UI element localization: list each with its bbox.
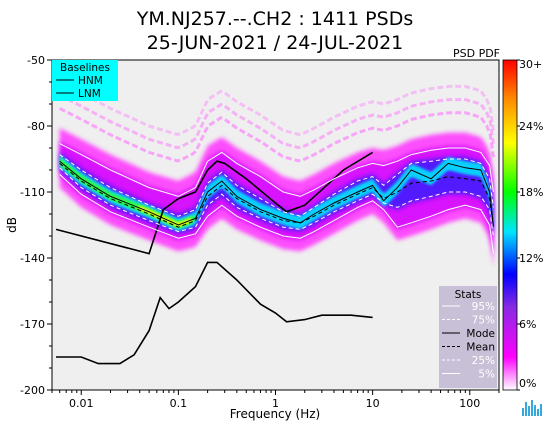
stats-legend-label: Mean [466, 342, 495, 354]
stats-legend-box [439, 286, 497, 388]
density-streak-2 [59, 80, 495, 137]
hnm-legend-label: HNM [78, 75, 103, 87]
series-line-5pct [59, 174, 494, 254]
stats-legend-label: 25% [472, 355, 495, 367]
colorbar-label: 0% [519, 377, 536, 390]
stats-legend-label: 75% [472, 315, 495, 327]
colorbar-label: 12% [519, 252, 543, 265]
series-lines [55, 143, 494, 365]
series-line-hnm [55, 151, 374, 255]
x-tick-label: 100 [459, 397, 480, 410]
series-line-25pct [59, 167, 494, 237]
y-tick-label: -80 [27, 120, 45, 133]
x-axis-label: Frequency (Hz) [230, 407, 321, 421]
x-tick-label: 10 [366, 397, 380, 410]
y-tick-label: -200 [20, 384, 45, 397]
density-streak-0 [59, 107, 495, 163]
stats-legend-label: Mode [466, 328, 495, 340]
colorbar-gradient [502, 59, 518, 391]
waveform-logo [522, 400, 542, 416]
baselines-legend: Baselines HNM LNM [52, 60, 118, 101]
chart-title-line1: YM.NJ257.--.CH2 : 1411 PSDs [136, 8, 413, 30]
y-axis: -50 -80 -110 -140 -170 -200 [20, 54, 52, 397]
lnm-legend-label: LNM [78, 88, 101, 100]
colorbar-label: 18% [519, 186, 543, 199]
colorbar-label: 24% [519, 120, 543, 133]
x-tick-label: 1 [272, 397, 279, 410]
x-tick-label: 0.1 [170, 397, 188, 410]
series-line-95pct [59, 143, 494, 197]
y-tick-label: -110 [20, 186, 45, 199]
y-axis-label: dB [5, 217, 19, 233]
colorbar-label: 30+ [519, 58, 542, 71]
chart-title-line2: 25-JUN-2021 / 24-JUL-2021 [147, 32, 404, 54]
series-line-mean [59, 163, 494, 228]
series-line-lnm [56, 261, 373, 365]
density-streak-1 [59, 93, 495, 150]
chart-subtitle: PSD PDF [453, 47, 500, 60]
y-tick-label: -140 [20, 252, 45, 265]
stats-legend-label: 5% [478, 369, 495, 381]
series-line-75pct [59, 154, 494, 217]
colorbar: 30+ 24% 18% 12% 6% 0% [502, 58, 543, 391]
x-axis: 0.01 0.1 1 10 100 [51, 390, 500, 410]
series-line-mode [59, 160, 494, 226]
colorbar-label: 6% [519, 318, 536, 331]
stats-legend-label: 95% [472, 301, 495, 313]
y-tick-label: -50 [27, 54, 45, 67]
y-tick-label: -170 [20, 318, 45, 331]
x-tick-label: 0.01 [69, 397, 94, 410]
baselines-legend-title: Baselines [60, 62, 110, 74]
stats-legend-title: Stats [455, 289, 482, 301]
